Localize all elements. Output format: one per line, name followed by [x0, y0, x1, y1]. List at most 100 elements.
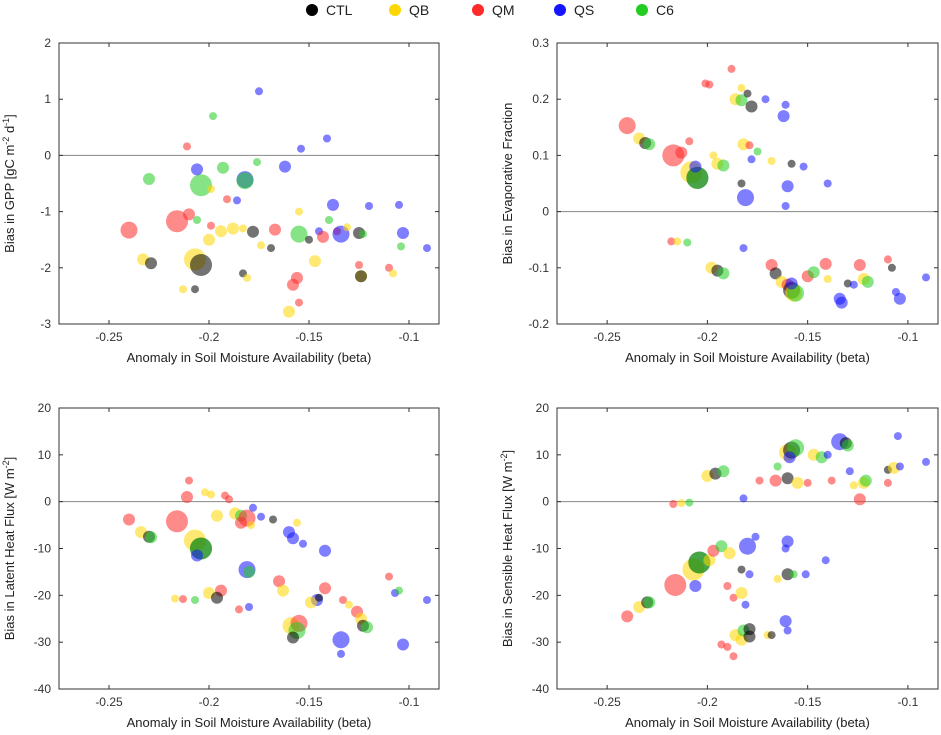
data-point-c6	[395, 586, 403, 595]
data-point-qb	[277, 584, 289, 597]
y-tick-label: -10	[532, 542, 550, 556]
data-point-qm	[185, 476, 193, 485]
data-point-c6	[290, 225, 308, 243]
data-point-qb	[247, 521, 255, 530]
data-point-qm	[745, 141, 754, 150]
legend-label-qb: QB	[409, 2, 429, 18]
data-point-qm	[675, 146, 688, 159]
data-point-qm	[319, 582, 331, 595]
data-point-c6	[193, 216, 201, 224]
data-point-qm	[819, 257, 832, 270]
data-point-qm	[667, 237, 676, 246]
data-point-qs	[781, 202, 790, 210]
data-point-qm	[803, 478, 812, 487]
data-point-qs	[323, 134, 331, 143]
data-point-qs	[423, 244, 431, 253]
data-point-qm	[618, 117, 636, 135]
data-point-qb	[207, 185, 215, 194]
data-point-qb	[283, 305, 295, 318]
data-point-c6	[685, 498, 694, 507]
data-point-ctl	[787, 159, 796, 168]
data-point-c6	[397, 242, 405, 251]
data-point-qm	[207, 221, 215, 230]
data-point-qs	[233, 196, 241, 205]
data-point-ctl	[781, 568, 794, 581]
data-point-c6	[217, 161, 229, 174]
data-point-qs	[337, 649, 345, 658]
data-point-qm	[669, 500, 678, 508]
data-point-qs	[191, 549, 203, 562]
x-tick-label: -0.25	[95, 695, 123, 709]
data-points	[618, 64, 930, 309]
data-point-c6	[209, 112, 217, 121]
legend-label-qs: QS	[574, 2, 594, 18]
data-point-c6	[145, 531, 157, 544]
y-tick-label: 0	[44, 495, 51, 509]
data-point-qm	[727, 64, 736, 73]
legend-label-qm: QM	[492, 2, 515, 18]
x-tick-label: -0.1	[399, 330, 420, 344]
x-tick-label: -0.25	[593, 330, 621, 344]
data-point-ctl	[737, 565, 746, 574]
data-point-ctl	[737, 179, 746, 188]
chart-panel-4: -0.25 -0.2 -0.15 -0.1 -40 -30 -20 -10 0 10 20 Anoma…	[499, 401, 939, 730]
data-point-c6	[735, 94, 748, 107]
data-point-ctl	[745, 100, 758, 113]
data-point-qs	[777, 110, 790, 123]
y-tick-label: -2	[40, 261, 51, 275]
data-point-qs	[689, 160, 702, 173]
data-point-qm	[295, 298, 303, 307]
data-point-qs	[845, 467, 854, 476]
data-point-qm	[273, 575, 285, 588]
data-point-qm	[183, 142, 191, 151]
data-point-c6	[359, 230, 367, 239]
data-point-qb	[179, 285, 187, 294]
data-point-c6	[643, 138, 656, 151]
data-point-qb	[215, 225, 227, 238]
plot-frame	[58, 407, 440, 690]
data-point-qb	[709, 151, 718, 160]
data-point-c6	[789, 570, 798, 579]
data-point-qs	[783, 451, 796, 464]
data-point-qm	[883, 255, 892, 264]
y-axis-label: Bias in GPP [gC m-2 d-1]	[1, 114, 17, 253]
data-point-ctl	[743, 623, 756, 636]
data-point-qs	[423, 596, 431, 604]
data-point-qs	[689, 580, 702, 592]
data-point-c6	[243, 565, 255, 578]
y-tick-label: 10	[38, 448, 52, 462]
y-tick-label: 0.2	[532, 92, 549, 106]
x-tick-label: -0.2	[697, 330, 718, 344]
data-point-qb	[305, 596, 317, 609]
data-point-c6	[143, 173, 155, 185]
y-tick-label: 20	[38, 401, 52, 415]
data-point-qs	[395, 200, 403, 209]
y-tick-label: 0	[542, 495, 549, 509]
data-point-ctl	[145, 257, 157, 270]
data-point-qs	[319, 544, 331, 557]
data-point-qb	[293, 518, 301, 527]
data-point-qs	[761, 95, 770, 104]
data-point-c6	[717, 465, 730, 478]
y-tick-label: -30	[532, 635, 550, 649]
x-tick-label: -0.2	[199, 330, 220, 344]
data-point-qm	[183, 208, 195, 221]
x-axis-label: Anomaly in Soil Moisture Availability (b…	[127, 715, 372, 730]
data-point-qb	[207, 490, 215, 499]
data-point-qm	[664, 574, 687, 596]
data-point-qm	[385, 263, 393, 272]
data-point-qs	[779, 615, 792, 628]
data-point-qs	[781, 180, 794, 193]
y-axis-label: Bias in Evaporative Fraction	[500, 103, 515, 265]
y-tick-label: 1	[44, 92, 51, 106]
y-tick-label: 0.3	[532, 36, 549, 50]
y-tick-label: 10	[536, 448, 550, 462]
x-tick-label: -0.15	[295, 695, 323, 709]
data-point-qm	[685, 137, 694, 146]
data-point-qs	[739, 537, 756, 555]
data-point-qm	[729, 652, 738, 661]
data-point-qb	[737, 84, 746, 92]
data-point-qm	[166, 510, 188, 533]
data-point-c6	[861, 275, 874, 288]
